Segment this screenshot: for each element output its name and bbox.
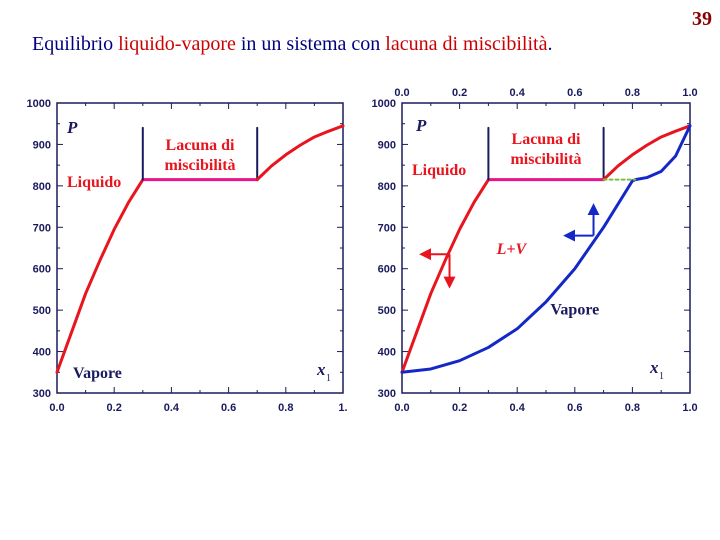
x-tick-label: 0.8 bbox=[278, 402, 293, 414]
label-vapore: Vapore bbox=[73, 365, 122, 382]
y-tick-label: 900 bbox=[378, 139, 396, 151]
axis-label-P: P bbox=[66, 118, 78, 137]
series-liquid bbox=[602, 124, 692, 182]
axis-label-P: P bbox=[415, 116, 427, 135]
x-tick-label-top: 0.2 bbox=[452, 87, 467, 99]
axis-label-x1: x bbox=[316, 360, 326, 379]
y-tick-label: 500 bbox=[378, 305, 396, 317]
series-liquid bbox=[255, 124, 345, 182]
x-tick-label: 0.6 bbox=[221, 402, 236, 414]
y-tick-label: 400 bbox=[378, 347, 396, 359]
axis-label-x1-subscript: 1 bbox=[326, 373, 331, 384]
slide-title: Equilibrio liquido-vapore in un sistema … bbox=[32, 33, 552, 56]
y-tick-label: 1000 bbox=[27, 98, 51, 110]
series-liquid bbox=[55, 178, 145, 374]
x-tick-label-top: 0.0 bbox=[394, 87, 409, 99]
x-tick-label: 1.0 bbox=[682, 402, 697, 414]
label-vapore: Vapore bbox=[550, 301, 599, 318]
x-tick-label: 0.2 bbox=[107, 402, 122, 414]
y-tick-label: 400 bbox=[33, 347, 51, 359]
chart-panel-1: 0.0 0.2 0.4 0.6 0.8 1. 1000 900 800 700 600 500 400 3… bbox=[27, 98, 348, 414]
y-tick-label: 900 bbox=[33, 139, 51, 151]
y-tick-label: 600 bbox=[378, 264, 396, 276]
series-liquid bbox=[400, 178, 490, 374]
title-segment: liquido-vapore bbox=[118, 33, 236, 55]
label-liquido: Liquido bbox=[412, 162, 466, 179]
y-tick-label: 500 bbox=[33, 305, 51, 317]
x-tick-label-top: 1.0 bbox=[682, 87, 697, 99]
y-tick-label: 800 bbox=[33, 181, 51, 193]
x-tick-label: 0.4 bbox=[510, 402, 526, 414]
y-tick-label: 300 bbox=[378, 388, 396, 400]
x-tick-label-top: 0.6 bbox=[567, 87, 582, 99]
x-tick-label-top: 0.8 bbox=[625, 87, 640, 99]
x-tick-label: 0.0 bbox=[49, 402, 64, 414]
y-tick-label: 700 bbox=[378, 222, 396, 234]
x-tick-label: 0.0 bbox=[394, 402, 409, 414]
x-tick-label: 0.4 bbox=[164, 402, 180, 414]
y-tick-label: 800 bbox=[378, 181, 396, 193]
x-tick-label: 1. bbox=[338, 402, 347, 414]
y-tick-label: 700 bbox=[33, 222, 51, 234]
slide-number: 39 bbox=[692, 8, 712, 30]
label-L-plus-V: L+V bbox=[496, 241, 528, 258]
series-vapor bbox=[400, 124, 692, 374]
chart-panel-2: 0.0 0.0 0.2 0.2 0.4 0.4 0.6 0.6 0.8 0.8 1.0 1.0 1000… bbox=[372, 87, 698, 414]
axis-label-x1-subscript: 1 bbox=[659, 371, 664, 382]
x-tick-label: 0.8 bbox=[625, 402, 640, 414]
label-lacuna: Lacuna di bbox=[512, 131, 581, 148]
title-segment: lacuna di miscibilità bbox=[385, 33, 548, 55]
x-tick-label: 0.6 bbox=[567, 402, 582, 414]
title-segment: Equilibrio bbox=[32, 33, 119, 55]
label-lacuna: Lacuna di bbox=[166, 137, 235, 154]
y-tick-label: 600 bbox=[33, 264, 51, 276]
axis-label-x1: x bbox=[649, 358, 659, 377]
label-liquido: Liquido bbox=[67, 174, 121, 191]
y-tick-label: 1000 bbox=[372, 98, 396, 110]
x-tick-label: 0.2 bbox=[452, 402, 467, 414]
label-miscibilita: miscibilità bbox=[164, 157, 235, 174]
title-segment: in un sistema con bbox=[235, 33, 386, 55]
title-segment: . bbox=[547, 33, 553, 55]
x-tick-label-top: 0.4 bbox=[510, 87, 526, 99]
label-miscibilita: miscibilità bbox=[510, 151, 581, 168]
y-tick-label: 300 bbox=[33, 388, 51, 400]
